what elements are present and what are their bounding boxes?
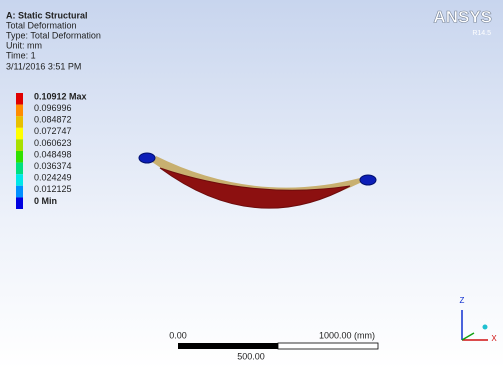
scale-label: 0.00 [169,330,187,340]
header-line: Total Deformation [6,20,77,30]
graphics-window: A: Static Structural Total Deformation T… [0,0,503,369]
legend-swatch [16,186,23,198]
release: R14.5 [472,30,491,37]
x-label: X [491,334,497,343]
legend-swatch [16,139,23,151]
model [139,153,376,208]
header-line: Type: Total Deformation [6,30,101,40]
legend-label: 0.012125 [34,184,72,194]
legend-label: 0.10912 Max [34,91,87,101]
legend-swatch [16,197,23,209]
legend-label: 0 Min [34,196,57,206]
triad-ball [483,325,488,330]
scale-white [278,343,378,349]
viewport: A: Static Structural Total Deformation T… [0,0,503,369]
header-line: Time: 1 [6,50,36,60]
legend-swatch [16,116,23,128]
legend-swatch [16,163,23,175]
z-label: Z [460,296,465,305]
header-line: Unit: mm [6,40,42,50]
eye-right [360,175,376,185]
scale-black [178,343,278,349]
triad: Z X [460,296,498,343]
legend-label: 0.024249 [34,173,72,183]
legend-swatch [16,93,23,105]
header-line: 3/11/2016 3:51 PM [6,61,81,71]
legend-swatch [16,105,23,117]
legend-swatch [16,128,23,140]
scale-label: 500.00 [237,351,265,361]
scale-label: 1000.00 (mm) [319,330,375,340]
legend-label: 0.060623 [34,138,72,148]
analysis-title: A: Static Structural [6,10,88,20]
scale-bar: 0.00 1000.00 (mm) 500.00 [169,330,378,361]
legend-label: 0.084872 [34,115,72,125]
legend-swatch [16,151,23,163]
legend-label: 0.072747 [34,126,72,136]
legend-swatch [16,174,23,186]
logo: ANSYS [433,7,492,26]
y-axis [462,333,474,340]
legend-label: 0.036374 [34,161,72,171]
eye-left [139,153,155,163]
legend-label: 0.048498 [34,149,72,159]
legend-label: 0.096996 [34,103,72,113]
